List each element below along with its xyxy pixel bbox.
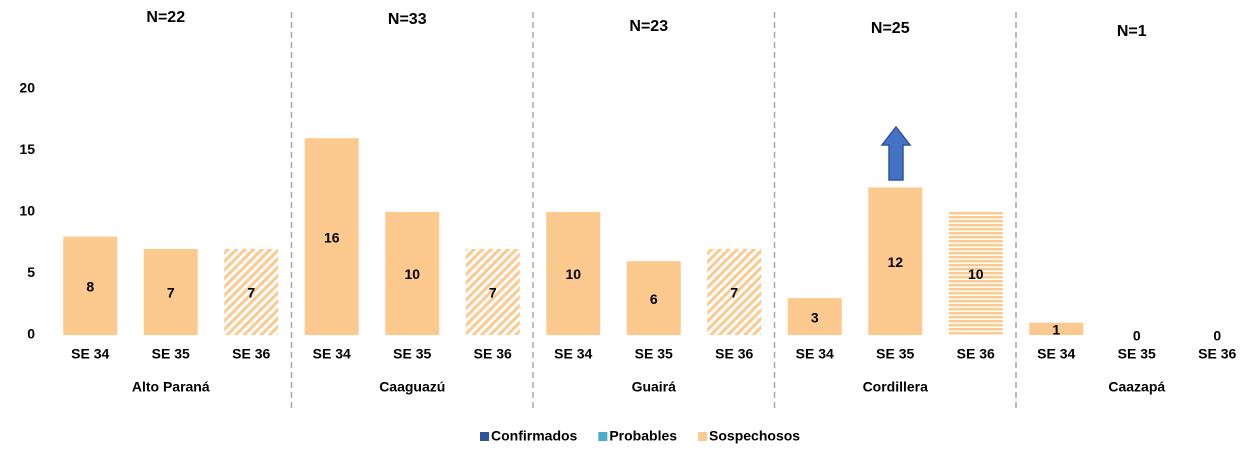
group-total: N=22 xyxy=(146,9,185,26)
group-label: Caazapá xyxy=(1108,379,1165,395)
group-label: Cordillera xyxy=(863,379,929,395)
data-label: 12 xyxy=(887,254,903,270)
y-tick-label: 20 xyxy=(19,80,35,96)
bar xyxy=(707,248,762,335)
x-tick-label: SE 34 xyxy=(796,346,834,362)
legend-swatch xyxy=(598,432,608,441)
bar xyxy=(546,212,601,335)
data-label: 7 xyxy=(247,285,255,301)
x-tick-label: SE 35 xyxy=(393,346,431,362)
bar xyxy=(787,298,842,335)
y-tick-label: 0 xyxy=(27,326,35,342)
x-tick-label: SE 35 xyxy=(152,346,190,362)
x-tick-label: SE 35 xyxy=(876,346,914,362)
y-tick-label: 5 xyxy=(27,264,35,280)
bar xyxy=(143,248,198,335)
group-label: Caaguazú xyxy=(379,379,445,395)
x-tick-label: SE 36 xyxy=(1198,346,1236,362)
legend-label: Confirmados xyxy=(491,428,578,444)
data-label: 6 xyxy=(650,291,658,307)
bar xyxy=(626,261,681,335)
data-label: 7 xyxy=(730,285,738,301)
data-label: 10 xyxy=(565,266,581,282)
legend-label: Sospechosos xyxy=(709,428,800,444)
group-total: N=23 xyxy=(629,18,668,35)
data-label: 10 xyxy=(968,266,984,282)
bar xyxy=(304,138,359,335)
x-tick-label: SE 34 xyxy=(313,346,351,362)
y-tick-label: 10 xyxy=(19,203,35,219)
y-tick-label: 15 xyxy=(19,141,35,157)
bar xyxy=(465,248,520,335)
arrow xyxy=(880,125,912,181)
bar xyxy=(224,248,279,335)
group-total: N=33 xyxy=(388,11,427,28)
bar xyxy=(385,212,440,335)
x-tick-label: SE 36 xyxy=(232,346,270,362)
data-label: 0 xyxy=(1133,328,1141,344)
group-total: N=25 xyxy=(871,20,910,37)
x-tick-label: SE 35 xyxy=(635,346,673,362)
bar xyxy=(63,236,118,335)
group-label: Guairá xyxy=(632,379,677,395)
x-tick-label: SE 35 xyxy=(1118,346,1156,362)
x-tick-label: SE 34 xyxy=(1037,346,1075,362)
data-label: 7 xyxy=(167,285,175,301)
x-tick-label: SE 36 xyxy=(474,346,512,362)
legend-label: Probables xyxy=(609,428,677,444)
x-tick-label: SE 34 xyxy=(71,346,109,362)
bar xyxy=(1029,322,1084,335)
group-total: N=1 xyxy=(1117,23,1147,40)
x-tick-label: SE 36 xyxy=(957,346,995,362)
bar xyxy=(948,212,1003,335)
data-label: 16 xyxy=(324,229,340,245)
data-label: 1 xyxy=(1052,322,1060,338)
data-label: 10 xyxy=(404,266,420,282)
data-label: 7 xyxy=(489,285,497,301)
data-label: 3 xyxy=(811,309,819,325)
legend-swatch xyxy=(480,432,489,441)
bar xyxy=(868,187,923,335)
group-label: Alto Paraná xyxy=(132,379,210,395)
data-label: 0 xyxy=(1213,328,1221,344)
legend-swatch xyxy=(698,432,708,441)
x-tick-label: SE 36 xyxy=(715,346,753,362)
x-tick-label: SE 34 xyxy=(554,346,592,362)
data-label: 8 xyxy=(86,279,94,295)
